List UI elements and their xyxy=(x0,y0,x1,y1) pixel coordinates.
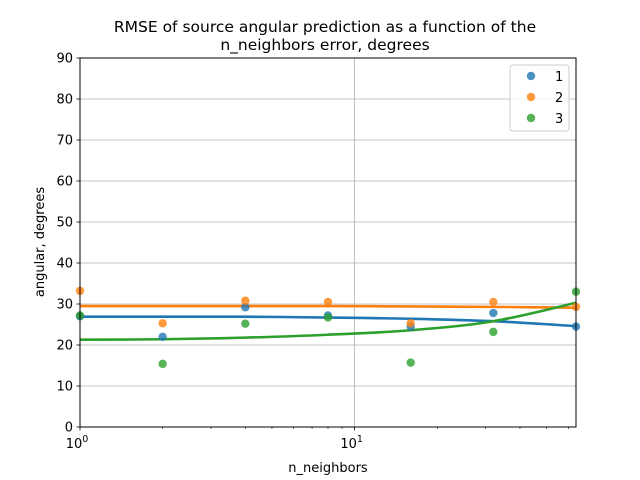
axis-ticks: 0 10 20 30 40 50 60 70 80 90 100 101 xyxy=(56,52,569,452)
y-tick-label: 50 xyxy=(56,216,73,231)
x-tick-label: 100 xyxy=(66,434,89,452)
chart-title-line-1: RMSE of source angular prediction as a f… xyxy=(114,18,536,36)
data-point-series-1 xyxy=(241,303,250,312)
data-point-series-2 xyxy=(241,296,250,305)
legend-marker-series-3 xyxy=(526,113,536,123)
data-point-series-2 xyxy=(158,319,167,328)
data-point-series-3 xyxy=(323,313,333,322)
y-axis-label: angular, degrees xyxy=(33,187,48,297)
y-tick-label: 40 xyxy=(56,257,73,272)
y-tick-label: 20 xyxy=(56,339,73,354)
y-tick-label: 30 xyxy=(56,298,73,313)
chart-title-line-2: n_neighbors error, degrees xyxy=(220,36,429,55)
data-point-series-2 xyxy=(489,297,498,307)
legend-marker-series-1 xyxy=(526,71,536,81)
data-point-series-1 xyxy=(158,332,167,341)
data-point-series-3 xyxy=(406,358,415,367)
data-point-series-3 xyxy=(158,359,167,369)
y-tick-label: 90 xyxy=(56,52,73,67)
x-tick-label: 101 xyxy=(340,434,363,452)
y-tick-label: 10 xyxy=(56,380,73,395)
y-tick-label: 80 xyxy=(56,93,73,108)
x-axis-label: n_neighbors xyxy=(288,461,368,476)
plot-frame xyxy=(79,57,577,428)
y-tick-label: 60 xyxy=(56,175,73,190)
legend-marker-series-2 xyxy=(526,92,536,102)
legend-label-series-3: 3 xyxy=(555,112,563,127)
legend-label-series-2: 2 xyxy=(555,91,563,106)
data-point-series-3 xyxy=(241,319,250,328)
data-point-series-2 xyxy=(323,297,333,307)
data-point-series-3 xyxy=(489,327,498,337)
data-point-series-2 xyxy=(406,319,415,328)
legend: 1 2 3 xyxy=(509,64,570,132)
legend-label-series-1: 1 xyxy=(555,70,563,85)
y-tick-label: 70 xyxy=(56,134,73,149)
data-point-series-1 xyxy=(489,308,498,318)
plot-area xyxy=(80,58,576,427)
legend-frame xyxy=(509,64,570,132)
y-tick-label: 0 xyxy=(65,421,73,436)
